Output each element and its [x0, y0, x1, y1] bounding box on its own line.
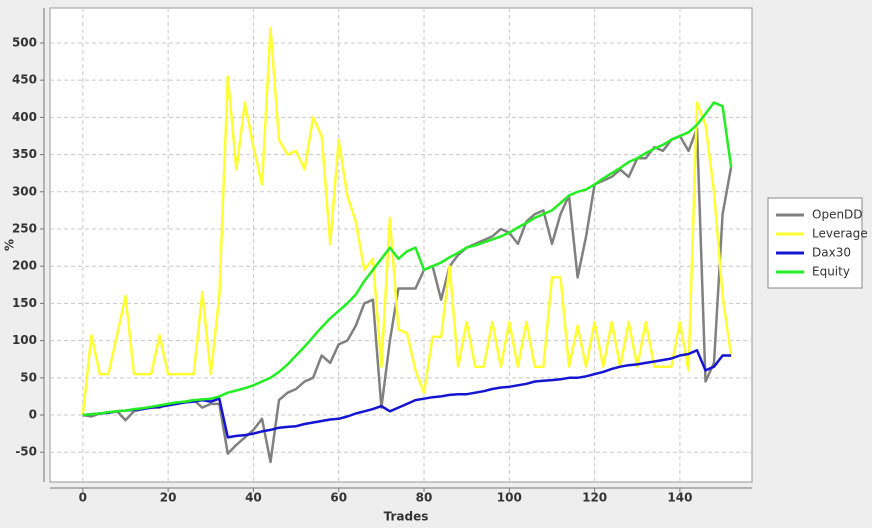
x-axis-label: Trades	[384, 510, 429, 524]
x-tick-label: 0	[79, 491, 87, 505]
y-tick-label: 50	[20, 370, 37, 384]
legend	[767, 197, 863, 289]
y-tick-label: 500	[12, 35, 37, 49]
y-tick-label: -50	[15, 445, 37, 459]
y-tick-label: 350	[12, 147, 37, 161]
series-line	[81, 26, 733, 416]
plot-area	[49, 7, 753, 483]
y-tick-label: 200	[12, 259, 37, 273]
x-tick-label: 20	[160, 491, 177, 505]
series-line	[82, 101, 733, 417]
y-tick-label: 400	[12, 110, 37, 124]
x-tick-label: 140	[667, 491, 692, 505]
x-tick-label: 120	[582, 491, 607, 505]
y-tick-label: 300	[12, 184, 37, 198]
y-tick-label: 100	[12, 333, 37, 347]
legend-label: Equity	[812, 265, 850, 279]
y-tick-label: 450	[12, 73, 37, 87]
y-tick-label: 0	[29, 408, 37, 422]
legend-label: OpenDD	[812, 208, 863, 222]
x-tick-label: 80	[416, 491, 433, 505]
y-tick-label: 250	[12, 222, 37, 236]
legend-label: Dax30	[812, 246, 851, 260]
y-axis-label: %	[3, 239, 17, 251]
x-tick-label: 60	[330, 491, 347, 505]
x-tick-label: 100	[497, 491, 522, 505]
legend-label: Leverage	[812, 227, 868, 241]
x-tick-label: 40	[245, 491, 262, 505]
y-tick-label: 150	[12, 296, 37, 310]
